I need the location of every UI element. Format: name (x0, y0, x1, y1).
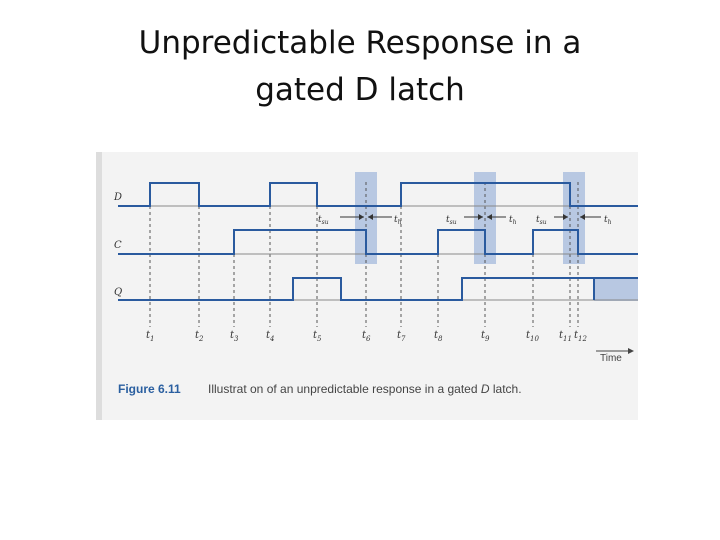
q-waveform (118, 277, 595, 301)
time-label-t3: t3 (230, 330, 239, 343)
slide-title-line-2: gated D latch (255, 72, 465, 108)
t-su-arrowhead-2 (478, 214, 483, 220)
signal-label-d: D (113, 192, 122, 203)
time-axis: Time (596, 348, 634, 364)
time-label-t4: t4 (266, 330, 275, 343)
timing-diagram: D C Q tsu th tsu th tsu th (113, 172, 638, 396)
caption-part-a: Illustrat on of an unpredictable respons… (208, 382, 481, 396)
t-h-sub-2: h (513, 219, 517, 226)
t-su-label-3: tsu (536, 215, 547, 226)
timing-diagram-figure: D C Q tsu th tsu th tsu th (96, 152, 638, 420)
time-label-t6: t6 (362, 330, 371, 343)
slide-title-line-1: Unpredictable Response in a (138, 25, 582, 61)
q-undefined-region (594, 277, 638, 301)
figure-caption-text: Illustrat on of an unpredictable respons… (208, 382, 522, 396)
t-h-sub-3: h (608, 219, 612, 226)
t-su-sub-3: su (540, 219, 547, 226)
time-label-t10: t10 (526, 330, 539, 343)
time-label-t12: t12 (574, 330, 587, 343)
setup-hold-annotation-1: tsu th (318, 214, 402, 226)
t-su-sub-2: su (450, 219, 457, 226)
time-tick-labels: t1 t2 t3 t4 t5 t6 t7 t8 t9 t10 t11 t12 (146, 330, 587, 343)
t-su-label-1: tsu (318, 215, 329, 226)
t-su-sub-1: su (322, 219, 329, 226)
t-h-label-1: th (394, 215, 402, 226)
caption-part-b: latch. (490, 382, 522, 396)
t-h-label-2: th (509, 215, 517, 226)
time-label-t11: t11 (559, 330, 572, 343)
time-label-t7: t7 (397, 330, 406, 343)
caption-part-italic: D (481, 382, 490, 396)
time-label-t9: t9 (481, 330, 490, 343)
scan-edge (96, 152, 102, 420)
window-highlight-3 (563, 172, 585, 264)
t-h-sub-1: h (398, 219, 402, 226)
time-label-t2: t2 (195, 330, 204, 343)
t-h-label-3: th (604, 215, 612, 226)
signal-label-c: C (114, 240, 122, 251)
c-waveform (118, 229, 638, 255)
time-label-t1: t1 (146, 330, 155, 343)
time-label-t5: t5 (313, 330, 322, 343)
time-axis-label: Time (600, 353, 622, 364)
slide-title: Unpredictable Response in a gated D latc… (60, 20, 660, 114)
signal-label-q: Q (114, 287, 122, 298)
setup-hold-annotation-3: tsu th (536, 214, 612, 226)
d-waveform (118, 182, 638, 207)
figure-caption-number: Figure 6.11 (118, 382, 181, 396)
setup-hold-annotation-2: tsu th (446, 214, 517, 226)
time-label-t8: t8 (434, 330, 443, 343)
t-su-label-2: tsu (446, 215, 457, 226)
time-axis-arrowhead (628, 348, 634, 354)
t-su-arrowhead-1 (359, 214, 364, 220)
t-su-arrowhead-3 (563, 214, 568, 220)
